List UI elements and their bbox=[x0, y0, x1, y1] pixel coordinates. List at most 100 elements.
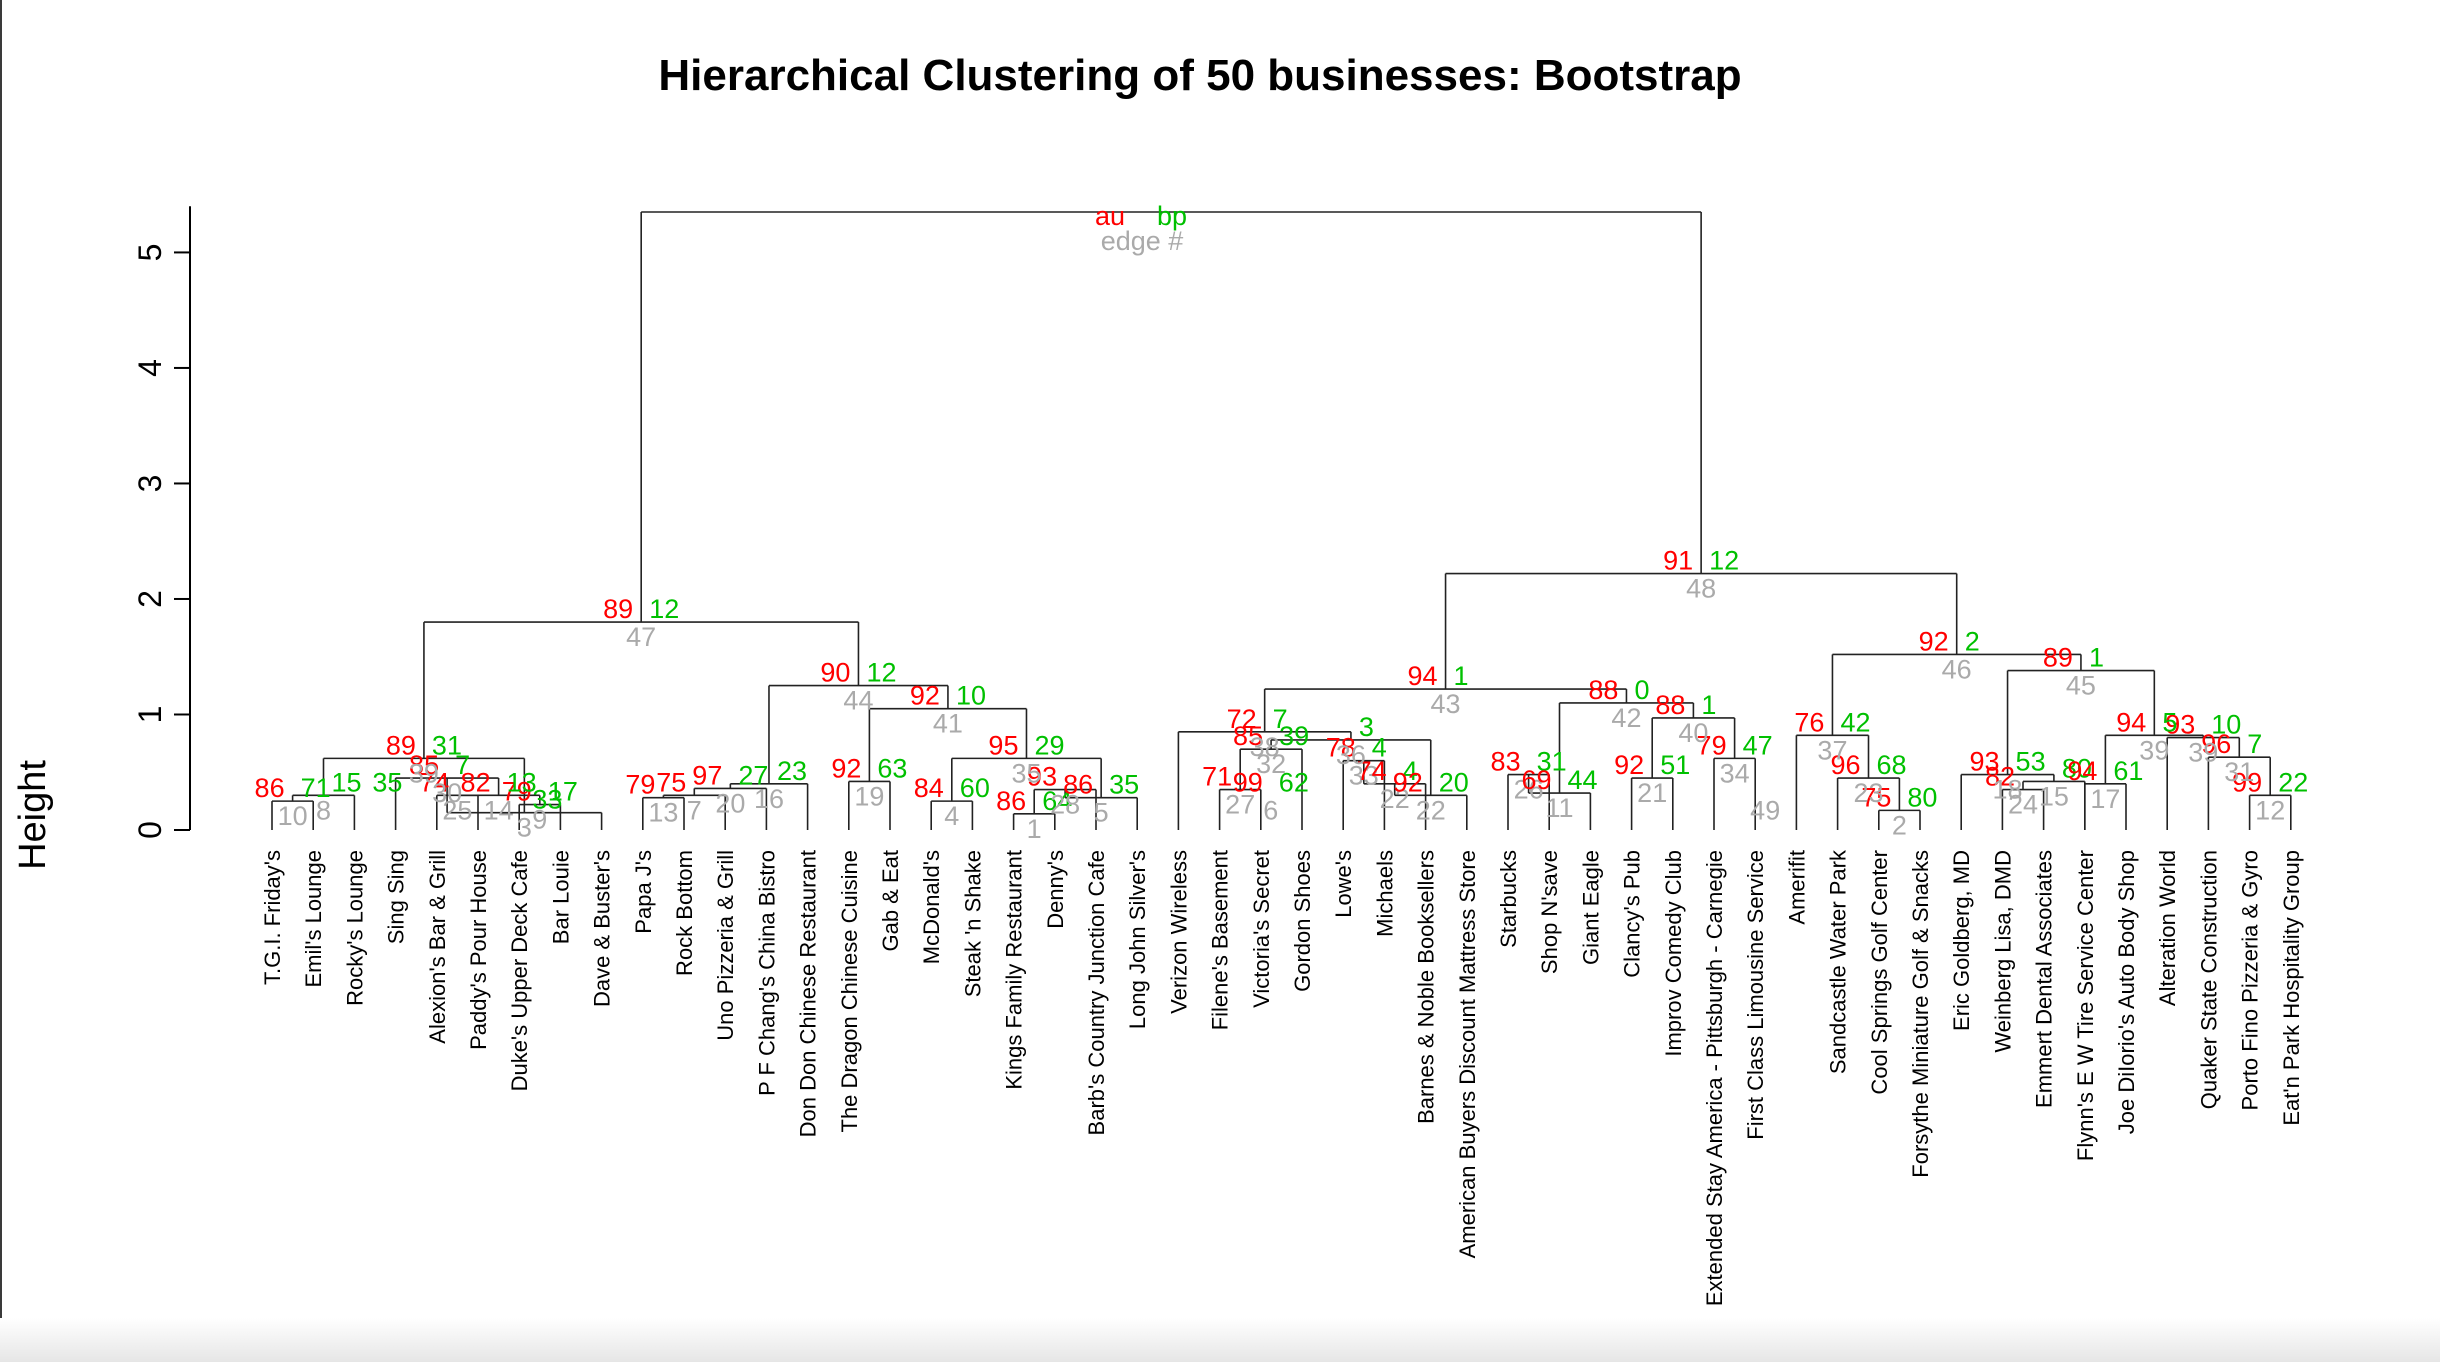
chart-title: Hierarchical Clustering of 50 businesses… bbox=[658, 51, 1741, 100]
leaf-label: Flynn's E W Tire Service Center bbox=[2073, 850, 2098, 1161]
bp-label: 13 bbox=[507, 767, 537, 797]
leaf-label: Kings Family Restaurant bbox=[1002, 850, 1027, 1090]
edge-label: 39 bbox=[2139, 735, 2169, 765]
leaf-label: Dave & Buster's bbox=[590, 850, 615, 1007]
leaf-label: Uno Pizzeria & Grill bbox=[713, 850, 738, 1041]
edge-label: 28 bbox=[1050, 790, 1080, 820]
au-label: 90 bbox=[820, 658, 850, 688]
y-tick-label: 5 bbox=[132, 244, 168, 262]
bp-label: 2 bbox=[1965, 626, 1980, 656]
bp-label: 61 bbox=[2113, 756, 2143, 786]
leaf-label: Filene's Basement bbox=[1208, 850, 1233, 1030]
edge-label: 44 bbox=[843, 686, 873, 716]
bp-label: 12 bbox=[866, 658, 896, 688]
edge-label: 31 bbox=[2224, 757, 2254, 787]
au-label: 82 bbox=[461, 767, 491, 797]
edge-label: 8 bbox=[316, 795, 331, 825]
edge-label: 48 bbox=[1686, 574, 1716, 604]
leaf-label: Long John Silver's bbox=[1125, 850, 1150, 1029]
bp-label: 5 bbox=[2162, 707, 2177, 737]
leaf-label: Gab & Eat bbox=[878, 850, 903, 952]
au-label: 92 bbox=[831, 753, 861, 783]
au-label: 76 bbox=[1794, 707, 1824, 737]
y-tick-label: 4 bbox=[132, 359, 168, 377]
legend-au: au bbox=[1095, 201, 1125, 231]
bp-label: 7 bbox=[455, 750, 470, 780]
bp-label: 71 bbox=[301, 773, 331, 803]
bp-label: 68 bbox=[1877, 750, 1907, 780]
leaf-label: Gordon Shoes bbox=[1290, 850, 1315, 992]
bp-label: 7 bbox=[2247, 729, 2262, 759]
bp-label: 22 bbox=[2278, 767, 2308, 797]
leaf-label: Extended Stay America - Pittsburgh - Car… bbox=[1702, 850, 1727, 1306]
edge-label: 47 bbox=[626, 622, 656, 652]
bp-label: 51 bbox=[1660, 750, 1690, 780]
leaf-label: Barb's Country Junction Cafe bbox=[1084, 850, 1109, 1135]
au-label: 74 bbox=[419, 767, 449, 797]
edge-label: 23 bbox=[1853, 778, 1883, 808]
leaf-label: Sandcastle Water Park bbox=[1826, 849, 1851, 1074]
leaf-label: Porto Fino Pizzeria & Gyro bbox=[2238, 850, 2263, 1110]
leaf-label: Lowe's bbox=[1331, 850, 1356, 918]
au-label: 86 bbox=[996, 786, 1026, 816]
leaf-label: Denny's bbox=[1043, 850, 1068, 929]
edge-label: 32 bbox=[1256, 749, 1286, 779]
leaf-label: Steak 'n Shake bbox=[960, 850, 985, 997]
leaf-label: The Dragon Chinese Cuisine bbox=[837, 850, 862, 1133]
edge-label: 11 bbox=[1545, 793, 1573, 823]
edge-label: 9 bbox=[532, 805, 547, 835]
edge-label: 12 bbox=[2255, 795, 2285, 825]
bp-label: 62 bbox=[1279, 767, 1309, 797]
edge-label: 5 bbox=[1094, 798, 1109, 828]
au-label: 86 bbox=[255, 773, 285, 803]
au-label: 94 bbox=[2067, 756, 2097, 786]
leaf-label: Don Don Chinese Restaurant bbox=[796, 850, 821, 1137]
au-label: 92 bbox=[910, 681, 940, 711]
edge-label: 18 bbox=[1993, 775, 2023, 805]
au-label: 93 bbox=[2165, 710, 2195, 740]
edge-label: 24 bbox=[2008, 790, 2038, 820]
edge-label: 4 bbox=[944, 801, 959, 831]
leaf-label: Forsythe Miniature Golf & Snacks bbox=[1908, 850, 1933, 1178]
y-tick-label: 1 bbox=[132, 706, 168, 724]
legend-bp: bp bbox=[1157, 201, 1187, 231]
au-label: 78 bbox=[1326, 733, 1356, 763]
au-label: 85 bbox=[1233, 721, 1263, 751]
edge-label: 25 bbox=[442, 795, 472, 825]
edge-label: 41 bbox=[933, 709, 963, 739]
leaf-label: Joe DiIorio's Auto Body Shop bbox=[2114, 850, 2139, 1134]
au-label: 99 bbox=[2232, 767, 2262, 797]
bp-label: 63 bbox=[877, 753, 907, 783]
au-label: 79 bbox=[625, 770, 655, 800]
edge-label: 20 bbox=[715, 788, 745, 818]
au-label: 71 bbox=[1202, 762, 1232, 792]
bp-label: 4 bbox=[1372, 733, 1387, 763]
leaf-label: Michaels bbox=[1372, 850, 1397, 937]
leaf-label: Eat'n Park Hospitality Group bbox=[2279, 850, 2304, 1126]
au-label: 75 bbox=[1861, 782, 1891, 812]
leaf-label: Rock Bottom bbox=[672, 850, 697, 976]
au-label: 75 bbox=[656, 767, 686, 797]
bp-label: 64 bbox=[1042, 786, 1072, 816]
y-tick-label: 2 bbox=[132, 590, 168, 608]
au-label: 79 bbox=[502, 777, 532, 807]
leaf-label: P F Chang's China Bistro bbox=[754, 850, 779, 1096]
bp-label: 12 bbox=[1709, 546, 1739, 576]
edge-label: 3 bbox=[517, 813, 532, 843]
edge-label: 42 bbox=[1611, 703, 1641, 733]
bp-label: 0 bbox=[1634, 675, 1649, 705]
legend: au bp edge # bbox=[1095, 201, 1187, 256]
edge-label: 36 bbox=[1336, 740, 1366, 770]
au-label: 97 bbox=[692, 760, 722, 790]
au-label: 83 bbox=[1491, 747, 1521, 777]
edge-label: 7 bbox=[687, 795, 702, 825]
bp-label: 44 bbox=[1568, 765, 1598, 795]
bottom-fade bbox=[0, 1318, 2440, 1362]
bp-label: 15 bbox=[332, 767, 362, 797]
leaf-label: Amerifit bbox=[1784, 850, 1809, 925]
au-label: 93 bbox=[1970, 747, 2000, 777]
leaf-label: Bar Louie bbox=[548, 850, 573, 944]
